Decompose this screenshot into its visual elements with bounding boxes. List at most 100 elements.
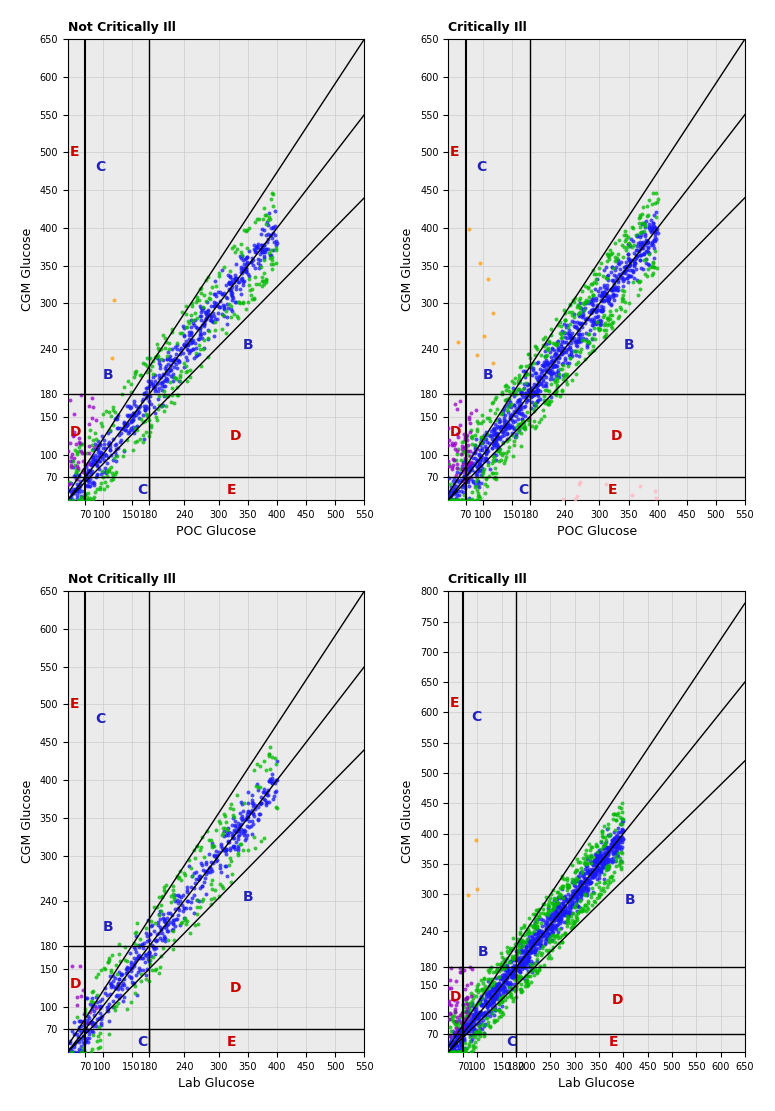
Point xyxy=(480,423,492,441)
Point xyxy=(188,316,200,333)
Point xyxy=(214,298,226,316)
Point xyxy=(518,959,530,977)
Point xyxy=(506,418,518,436)
Point xyxy=(609,832,622,850)
Point xyxy=(463,997,475,1014)
Point xyxy=(123,423,136,441)
Point xyxy=(575,309,587,327)
Point xyxy=(495,953,508,971)
Point xyxy=(599,845,611,863)
Point xyxy=(501,962,514,980)
Point xyxy=(458,468,470,486)
Point xyxy=(174,862,186,880)
Point xyxy=(172,887,184,904)
Point xyxy=(577,302,589,320)
Point xyxy=(573,326,585,343)
Point xyxy=(647,258,660,276)
Point xyxy=(183,857,195,874)
Point xyxy=(225,286,237,303)
Point xyxy=(157,889,169,907)
Point xyxy=(485,394,498,412)
Point xyxy=(522,962,534,980)
Point xyxy=(490,430,502,448)
Point xyxy=(462,473,474,491)
Point xyxy=(604,307,616,324)
Point xyxy=(521,930,533,948)
Point xyxy=(253,259,266,277)
Point xyxy=(570,909,582,927)
Point xyxy=(574,306,586,323)
Point xyxy=(521,971,533,989)
Point xyxy=(601,258,613,276)
Point xyxy=(494,987,507,1004)
Point xyxy=(70,460,82,478)
Point xyxy=(464,988,477,1005)
Point xyxy=(164,361,177,379)
Point xyxy=(578,854,591,872)
Point xyxy=(81,478,94,496)
Point xyxy=(617,270,629,288)
Point xyxy=(623,236,636,253)
Point xyxy=(522,376,534,393)
Point xyxy=(248,237,260,254)
Point xyxy=(529,396,541,413)
Point xyxy=(570,881,583,899)
Point xyxy=(459,1019,471,1037)
Point xyxy=(574,873,586,891)
Point xyxy=(598,851,610,869)
Point xyxy=(498,400,511,418)
Point xyxy=(451,491,463,509)
Point xyxy=(515,394,528,412)
Point xyxy=(229,243,242,261)
Point xyxy=(504,418,516,436)
Point xyxy=(468,1020,480,1038)
Point xyxy=(195,320,207,338)
Point xyxy=(611,278,624,296)
Point xyxy=(567,904,580,922)
Point xyxy=(608,805,621,823)
Point xyxy=(114,433,126,451)
Point xyxy=(176,913,188,931)
Point xyxy=(606,314,618,332)
Point xyxy=(539,373,552,391)
Point xyxy=(568,306,580,323)
Point xyxy=(192,330,205,348)
Point xyxy=(169,917,181,934)
Text: C: C xyxy=(137,1034,148,1049)
Point xyxy=(79,1033,91,1051)
Point xyxy=(574,899,587,917)
Point xyxy=(579,845,591,863)
Point xyxy=(568,342,580,360)
Point xyxy=(508,383,520,401)
Point xyxy=(471,469,484,487)
Point xyxy=(167,920,179,938)
Point xyxy=(536,374,548,392)
Point xyxy=(92,446,105,463)
Point xyxy=(230,270,243,288)
Point xyxy=(181,340,193,358)
Point xyxy=(469,436,481,453)
Point xyxy=(569,342,581,360)
Point xyxy=(499,451,512,469)
Point xyxy=(464,491,477,509)
Point xyxy=(582,901,594,919)
Point xyxy=(639,217,651,234)
Point xyxy=(477,464,489,482)
Point xyxy=(520,384,532,402)
Point xyxy=(598,328,610,346)
Point xyxy=(167,882,179,900)
Point xyxy=(95,992,107,1010)
Point xyxy=(560,871,573,889)
Point xyxy=(448,476,460,493)
Point xyxy=(532,931,545,949)
Point xyxy=(546,925,558,943)
Point xyxy=(447,1024,460,1042)
Point xyxy=(519,942,532,960)
Point xyxy=(263,772,275,790)
Point xyxy=(218,307,230,324)
Point xyxy=(457,462,470,480)
Point xyxy=(460,491,473,509)
Point xyxy=(161,388,174,406)
Point xyxy=(546,339,559,357)
Point xyxy=(474,1004,486,1022)
